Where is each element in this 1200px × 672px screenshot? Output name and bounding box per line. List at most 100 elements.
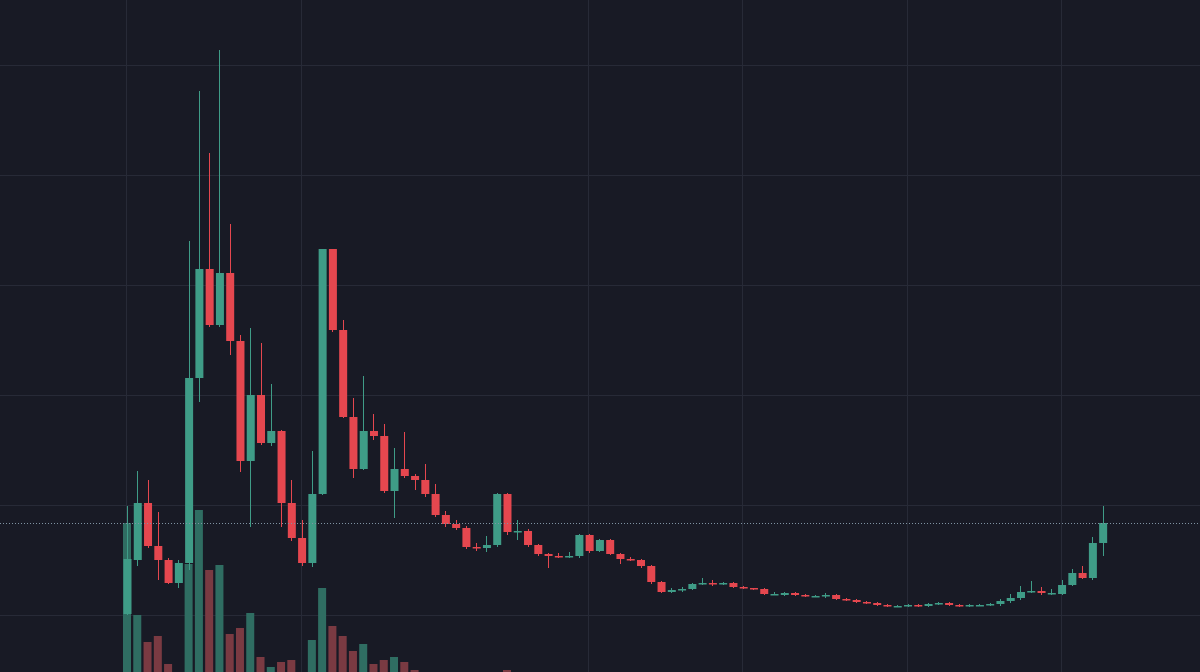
candle-body bbox=[298, 538, 307, 563]
candle-body bbox=[667, 590, 676, 592]
candle-body bbox=[1078, 573, 1087, 578]
volume-bar bbox=[184, 564, 193, 672]
candle-body bbox=[524, 531, 533, 545]
candle-body bbox=[729, 583, 738, 587]
candle-body bbox=[472, 547, 481, 549]
candle-body bbox=[616, 554, 625, 559]
volume-bar bbox=[400, 662, 409, 672]
candle-body bbox=[719, 583, 728, 585]
candle-body bbox=[883, 605, 892, 607]
candle-body bbox=[996, 601, 1005, 604]
candle-body bbox=[1027, 591, 1036, 593]
volume-bar bbox=[235, 628, 244, 672]
candle-body bbox=[657, 582, 666, 592]
candle-body bbox=[770, 594, 779, 596]
volume-bar bbox=[502, 670, 511, 672]
candle-body bbox=[688, 584, 697, 589]
candle-body bbox=[215, 273, 224, 325]
volume-bar bbox=[287, 660, 296, 672]
candle-body bbox=[246, 395, 255, 461]
candle-body bbox=[801, 595, 810, 597]
candle-body bbox=[482, 545, 491, 548]
candle-body bbox=[1099, 523, 1108, 543]
candle-body bbox=[1047, 593, 1056, 595]
candle-layer bbox=[123, 50, 1108, 615]
candle-body bbox=[647, 566, 656, 582]
candle-body bbox=[164, 560, 173, 583]
candle-body bbox=[287, 503, 296, 538]
candle-body bbox=[637, 560, 645, 566]
volume-bar bbox=[164, 664, 173, 672]
candle-body bbox=[595, 540, 604, 551]
volume-bar bbox=[205, 570, 214, 672]
candle-body bbox=[421, 480, 430, 494]
candle-body bbox=[862, 602, 871, 604]
candle-body bbox=[821, 595, 830, 597]
candle-body bbox=[257, 395, 266, 443]
candle-body bbox=[174, 563, 183, 583]
volume-bar bbox=[143, 642, 152, 672]
candle-body bbox=[462, 528, 471, 547]
candle-body bbox=[431, 494, 440, 515]
volume-bar bbox=[225, 634, 234, 672]
volume-bar bbox=[194, 510, 203, 672]
volume-bar bbox=[338, 636, 347, 672]
candle-body bbox=[493, 494, 502, 545]
candle-body bbox=[914, 605, 923, 607]
candle-body bbox=[441, 515, 450, 524]
candle-body bbox=[554, 556, 563, 558]
candle-body bbox=[945, 603, 954, 605]
volume-bar bbox=[369, 664, 378, 672]
volume-bar bbox=[266, 667, 275, 672]
candle-body bbox=[934, 603, 943, 605]
candle-body bbox=[1006, 598, 1015, 601]
candle-body bbox=[390, 469, 399, 491]
candle-body bbox=[1016, 592, 1025, 598]
candle-body bbox=[534, 545, 543, 554]
candle-body bbox=[852, 600, 861, 602]
candle-body bbox=[678, 589, 687, 591]
volume-bar bbox=[359, 644, 368, 672]
candle-body bbox=[226, 273, 235, 341]
candle-body bbox=[123, 559, 132, 614]
volume-bar bbox=[256, 657, 265, 672]
volume-bar bbox=[410, 670, 419, 672]
candle-body bbox=[780, 593, 789, 595]
candle-body bbox=[924, 604, 933, 606]
candle-body bbox=[267, 431, 276, 443]
candle-body bbox=[133, 503, 142, 560]
candle-body bbox=[575, 535, 584, 556]
candle-body bbox=[452, 524, 461, 528]
candle-body bbox=[411, 476, 420, 480]
volume-bar bbox=[318, 588, 327, 672]
candle-body bbox=[1058, 585, 1067, 594]
candle-body bbox=[339, 330, 348, 417]
candle-body bbox=[369, 431, 378, 436]
volume-bar bbox=[348, 651, 357, 672]
candle-body bbox=[328, 249, 337, 330]
candle-body bbox=[308, 494, 317, 563]
candle-body bbox=[842, 599, 851, 601]
candle-body bbox=[893, 606, 902, 608]
candle-body bbox=[349, 417, 358, 469]
candle-body bbox=[811, 596, 820, 598]
candle-body bbox=[185, 378, 194, 563]
volume-bar bbox=[215, 565, 224, 672]
candle-body bbox=[965, 605, 974, 607]
volume-bar bbox=[246, 613, 255, 672]
candle-body bbox=[236, 341, 245, 461]
candle-body bbox=[154, 546, 163, 560]
volume-bar bbox=[307, 640, 316, 672]
candle-body bbox=[359, 431, 368, 469]
candle-body bbox=[975, 605, 984, 607]
candle-body bbox=[708, 583, 717, 585]
candle-body bbox=[1088, 543, 1097, 578]
candle-body bbox=[739, 587, 748, 589]
candle-body bbox=[544, 554, 553, 556]
volume-bar bbox=[153, 636, 162, 672]
candle-body bbox=[277, 431, 286, 503]
candle-body bbox=[380, 436, 389, 491]
candle-body bbox=[1068, 573, 1077, 585]
candle-body bbox=[513, 531, 522, 533]
